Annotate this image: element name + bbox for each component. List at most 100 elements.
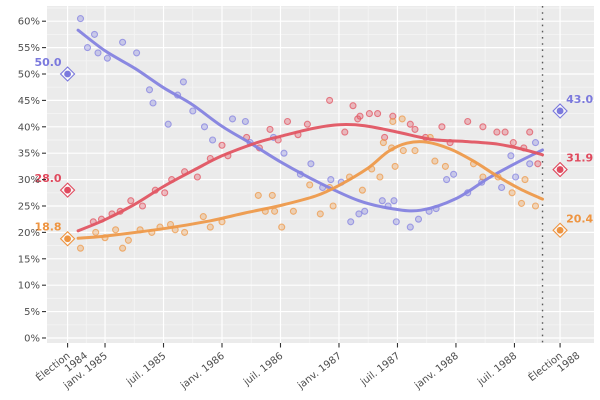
y-tick-label: 50% (18, 70, 40, 81)
poll-point-blue (94, 49, 102, 57)
election-diamond-core-blue (556, 107, 564, 115)
y-tick-label: 60% (18, 17, 40, 28)
poll-point-red (406, 120, 414, 128)
poll-point-orange (289, 207, 297, 215)
y-tick-label: 5% (24, 307, 40, 318)
election-diamond-core-blue (64, 70, 71, 78)
poll-point-red (283, 117, 292, 126)
election-diamond-core-red (556, 166, 564, 173)
poll-point-orange (398, 115, 406, 123)
poll-point-red (193, 173, 201, 181)
y-tick-label: 30% (18, 175, 40, 186)
plot-background (47, 6, 594, 343)
poll-point-red (526, 128, 534, 136)
trend-line-orange (76, 140, 544, 240)
poll-point-blue (507, 152, 515, 160)
poll-point-orange (521, 176, 529, 184)
poll-point-red (303, 120, 311, 128)
poll-point-blue (228, 115, 237, 123)
poll-point-blue (443, 176, 451, 184)
poll-point-red (266, 125, 274, 133)
poll-point-blue (103, 54, 111, 62)
poll-point-blue (414, 215, 423, 223)
poll-point-red (138, 202, 147, 210)
poll-point-blue (512, 173, 520, 181)
x-tick-label: janv. 1988 (412, 351, 461, 392)
y-tick-label: 55% (18, 43, 40, 54)
poll-point-blue (145, 86, 154, 94)
x-tick-label: Élection1988 (525, 341, 582, 393)
x-tick-label: janv. 1986 (178, 351, 227, 392)
y-tick-label: 15% (18, 254, 40, 265)
poll-point-orange (119, 244, 127, 252)
poll-point-orange (124, 236, 132, 244)
poll-point-red (493, 128, 501, 136)
poll-point-orange (431, 157, 439, 165)
poll-point-red (218, 141, 226, 149)
poll-point-orange (508, 189, 516, 197)
poll-point-blue (327, 176, 335, 184)
election-diamond-core-orange (64, 235, 71, 243)
trend-line-red (76, 122, 544, 233)
poll-point-orange (306, 181, 314, 189)
poll-point-blue (189, 107, 197, 115)
y-tick-label: 45% (18, 96, 40, 107)
poll-point-blue (209, 136, 217, 144)
poll-point-orange (389, 117, 397, 126)
poll-point-blue (133, 49, 141, 57)
poll-point-orange (76, 244, 85, 252)
poll-point-red (479, 123, 487, 131)
poll-point-blue (307, 160, 315, 168)
poll-point-red (356, 112, 364, 120)
poll-point-blue (179, 78, 187, 86)
poll-point-red (326, 96, 334, 104)
poll-point-blue (526, 160, 534, 168)
x-tick-label: juil. 1986 (241, 351, 285, 389)
poll-point-red (374, 110, 382, 118)
poll-point-blue (90, 30, 99, 38)
y-tick-label: 25% (18, 201, 40, 212)
poll-point-blue (119, 38, 127, 46)
poll-point-blue (392, 218, 400, 226)
x-tick-label: juil. 1985 (124, 351, 168, 389)
poll-point-blue (347, 218, 355, 226)
poll-point-red (411, 125, 419, 133)
election-value-label-blue: 43.0 (566, 93, 593, 106)
poll-point-blue (241, 117, 249, 126)
poll-point-red (161, 189, 169, 197)
poll-point-red (341, 128, 349, 136)
poll-point-red (464, 117, 472, 126)
x-tick-label: juil. 1988 (475, 351, 519, 389)
poll-point-orange (206, 223, 214, 231)
poll-point-blue (498, 183, 506, 192)
election-value-label-orange: 18.8 (34, 221, 61, 234)
poll-point-orange (271, 207, 279, 215)
poll-point-red (534, 160, 542, 168)
poll-point-blue (164, 120, 172, 128)
poll-point-orange (181, 228, 189, 236)
poll-point-blue (355, 210, 363, 218)
poll-point-orange (92, 228, 100, 236)
poll-point-blue (450, 170, 458, 178)
poll-point-orange (268, 191, 276, 199)
x-tick-label: juil. 1987 (358, 351, 402, 389)
x-tick-label: janv. 1987 (295, 351, 344, 392)
poll-point-orange (316, 210, 324, 218)
poll-point-orange (391, 162, 399, 170)
trend-line-blue (76, 28, 544, 213)
poll-point-orange (531, 202, 540, 210)
poll-point-red (438, 123, 446, 131)
poll-point-blue (280, 149, 288, 157)
poll-point-orange (254, 191, 262, 199)
election-value-label-red: 31.9 (566, 152, 593, 165)
poll-point-orange (199, 213, 207, 221)
poll-point-orange (112, 226, 120, 234)
y-tick-label: 10% (18, 281, 40, 292)
poll-point-blue (390, 197, 398, 205)
poll-point-orange (329, 202, 337, 210)
x-tick-label: Élection1984 (33, 341, 90, 393)
y-tick-label: 20% (18, 228, 40, 239)
poll-point-red (509, 139, 517, 147)
